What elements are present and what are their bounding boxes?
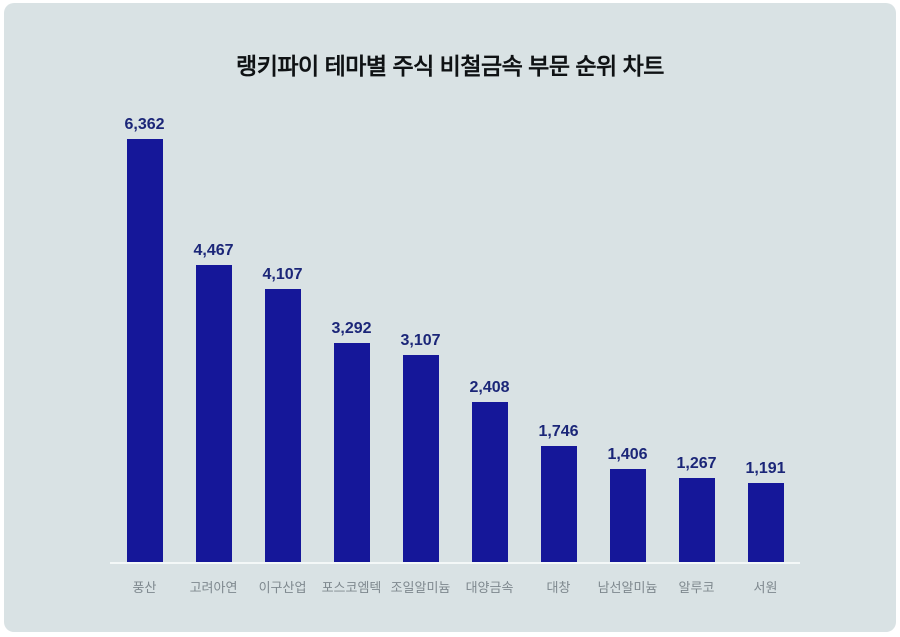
bar	[471, 402, 508, 562]
category-label: 고려아연	[189, 580, 238, 595]
bar-column: 1,267	[662, 455, 731, 562]
bar	[747, 483, 784, 562]
bar-column: 1,191	[731, 460, 800, 562]
category-label: 서원	[753, 580, 778, 595]
bar-value-label: 4,467	[193, 242, 234, 259]
bar-column: 4,107	[248, 266, 317, 562]
bar-column: 1,406	[593, 446, 662, 562]
bar-column: 3,292	[317, 320, 386, 562]
bar-value-label: 6,362	[124, 116, 165, 133]
bar	[264, 289, 301, 562]
bar	[540, 446, 577, 562]
bar-value-label: 1,746	[538, 423, 579, 440]
plot-area: 6,362 4,467 4,107 3,292 3,107 2,408 1,746 1,406…	[110, 116, 800, 564]
bar	[402, 355, 439, 562]
chart-title: 랭키파이 테마별 주식 비철금속 부문 순위 차트	[236, 53, 664, 79]
category-label: 대창	[546, 580, 571, 595]
category-label: 알루코	[678, 580, 715, 595]
bar	[333, 343, 370, 562]
bar-value-label: 1,406	[607, 446, 648, 463]
category-label: 포스코엠텍	[321, 580, 382, 595]
bar-value-label: 3,107	[400, 332, 441, 349]
category-label: 조일알미늄	[390, 580, 451, 595]
bar-value-label: 3,292	[331, 320, 372, 337]
bar-column: 6,362	[110, 116, 179, 562]
bar	[195, 265, 232, 562]
bar-column: 4,467	[179, 242, 248, 562]
bar-column: 2,408	[455, 379, 524, 562]
x-axis-labels: 풍산 고려아연 이구산업 포스코엠텍 조일알미늄 대양금속 대창 남선알미늄 알루코 서원	[110, 577, 800, 596]
bar-value-label: 1,267	[676, 455, 717, 472]
bar-value-label: 2,408	[469, 379, 510, 396]
category-label: 풍산	[132, 580, 157, 595]
bar-value-label: 1,191	[745, 460, 786, 477]
category-label: 대양금속	[465, 580, 514, 595]
bar-column: 1,746	[524, 423, 593, 562]
bar	[126, 139, 163, 562]
bar-column: 3,107	[386, 332, 455, 562]
category-label: 이구산업	[258, 580, 307, 595]
bar	[609, 469, 646, 562]
category-label: 남선알미늄	[597, 580, 658, 595]
bar	[678, 478, 715, 562]
chart-card: 랭키파이 테마별 주식 비철금속 부문 순위 차트 6,362 4,467 4,10…	[4, 3, 896, 632]
bar-value-label: 4,107	[262, 266, 303, 283]
